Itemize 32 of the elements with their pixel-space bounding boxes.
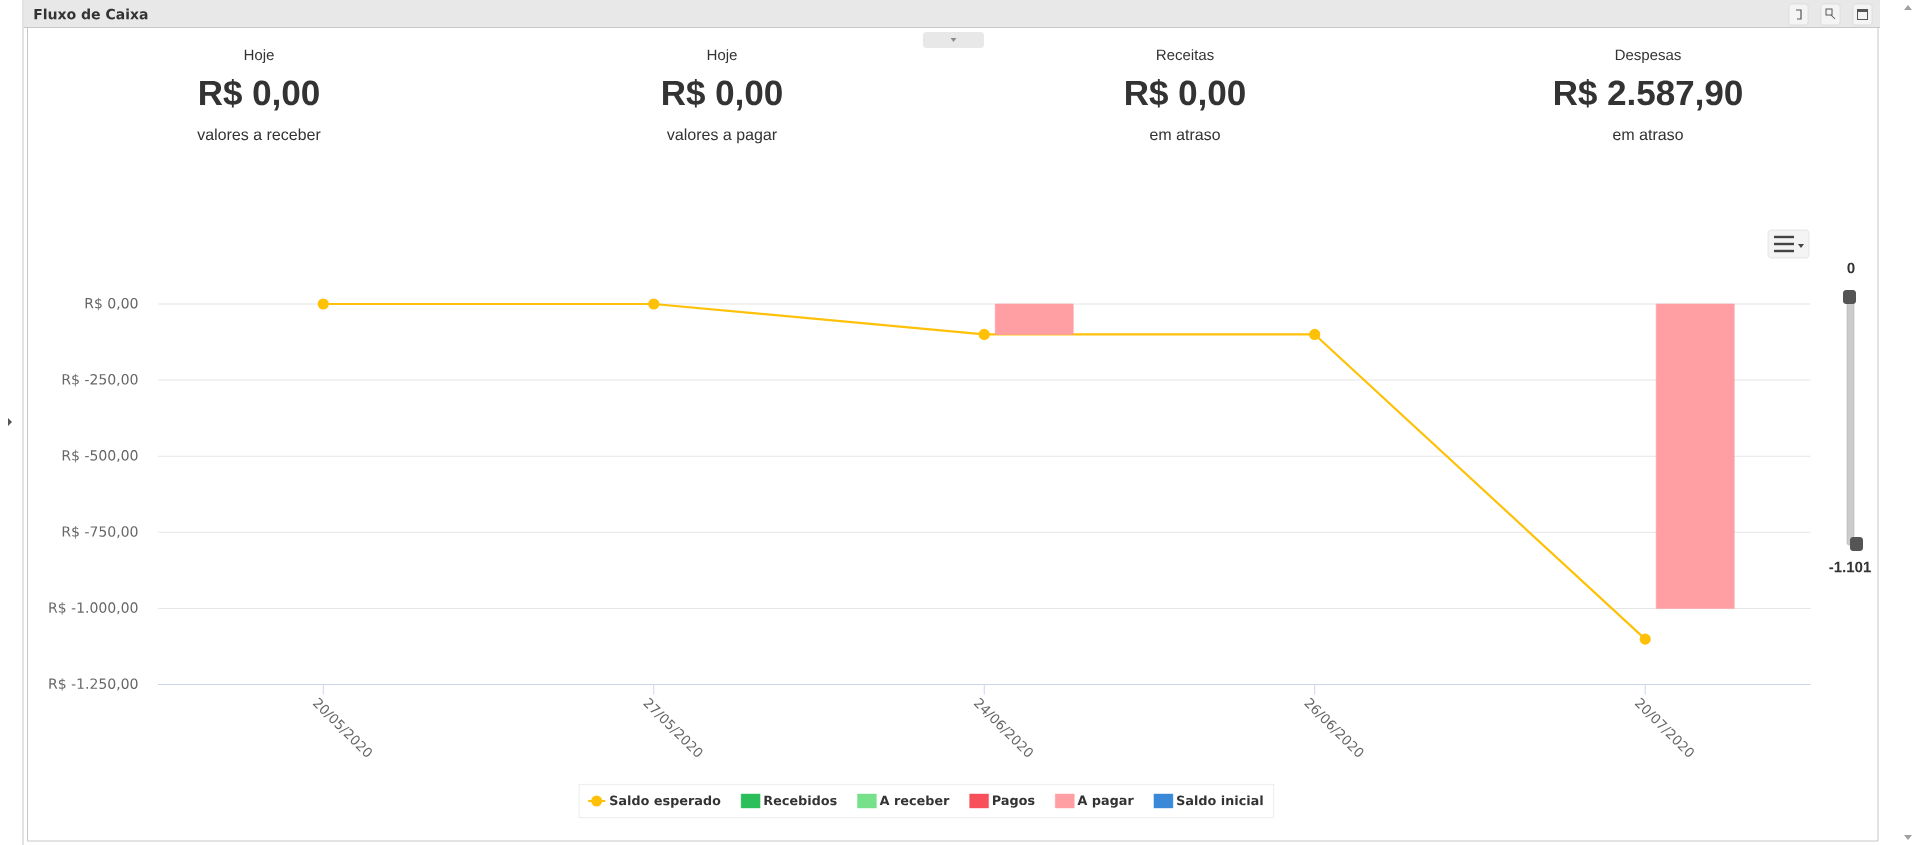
text: R$ 2.587,90	[1555, 79, 1742, 111]
y-tick-label: R$ 0,00	[85, 297, 138, 311]
legend-label: Saldo inicial	[1177, 795, 1263, 806]
point	[1639, 633, 1651, 645]
text: em atraso	[1613, 129, 1683, 141]
text: 0	[1847, 262, 1855, 274]
text: Hoje	[244, 49, 274, 64]
chart-title: Fluxo de Caixa	[34, 8, 148, 20]
legend-label: A receber	[879, 795, 950, 806]
point	[317, 298, 329, 310]
y-tick-label: R$ -1.250,00	[49, 678, 138, 691]
y-tick-label: R$ -500,00	[62, 449, 138, 463]
text: Receitas	[1157, 49, 1214, 61]
legend-label: Pagos	[992, 795, 1035, 808]
point	[978, 328, 990, 341]
text: R$ 0,00	[200, 79, 319, 111]
point	[648, 298, 660, 310]
text: valores a pagar	[666, 128, 777, 144]
point	[1309, 328, 1321, 341]
legend-label: Recebidos	[764, 795, 837, 806]
text: R$ 0,00	[1126, 79, 1245, 111]
y-tick-label: R$ -250,00	[62, 373, 138, 387]
text: Hoje	[707, 49, 737, 64]
legend-label: A pagar	[1077, 795, 1134, 808]
y-tick-label: R$ -1.000,00	[49, 602, 138, 615]
text: -1.101	[1829, 561, 1871, 573]
text: Despesas	[1615, 49, 1681, 64]
text: em atraso	[1150, 129, 1220, 141]
text: R$ 0,00	[663, 79, 782, 111]
y-tick-label: R$ -750,00	[62, 525, 138, 539]
legend-label: Saldo esperado	[610, 795, 721, 808]
text: valores a receber	[197, 128, 321, 141]
